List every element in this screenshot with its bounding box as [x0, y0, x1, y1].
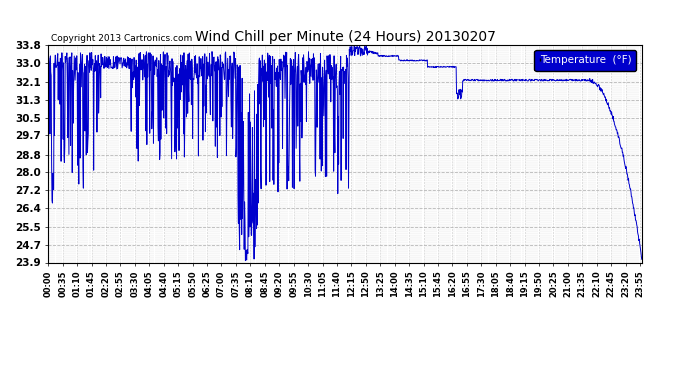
Legend: Temperature  (°F): Temperature (°F): [535, 50, 636, 70]
Text: Copyright 2013 Cartronics.com: Copyright 2013 Cartronics.com: [51, 34, 193, 43]
Title: Wind Chill per Minute (24 Hours) 20130207: Wind Chill per Minute (24 Hours) 2013020…: [195, 30, 495, 44]
